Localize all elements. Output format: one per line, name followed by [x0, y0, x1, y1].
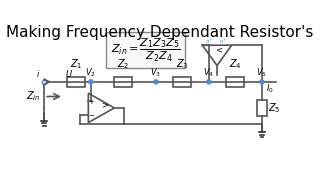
Bar	[257, 100, 267, 116]
Polygon shape	[88, 93, 114, 123]
Text: $I_0$: $I_0$	[266, 82, 274, 95]
Polygon shape	[202, 45, 232, 66]
Text: $V_4$: $V_4$	[203, 66, 214, 79]
Text: $Z_1$: $Z_1$	[70, 57, 82, 71]
Text: $V_3$: $V_3$	[150, 66, 162, 79]
Text: $Z_2$: $Z_2$	[117, 57, 130, 71]
Text: $V_5$: $V_5$	[256, 66, 267, 79]
Text: $Z_4$: $Z_4$	[229, 57, 242, 71]
Text: $Z_5$: $Z_5$	[268, 101, 281, 115]
Bar	[114, 77, 132, 87]
Circle shape	[154, 80, 158, 84]
Text: $<$: $<$	[214, 46, 223, 55]
Text: $i$: $i$	[36, 68, 40, 79]
Text: $o^{+}$: $o^{+}$	[219, 37, 228, 46]
Text: $-$: $-$	[88, 111, 95, 117]
Bar	[67, 77, 85, 87]
Bar	[173, 77, 191, 87]
Text: $Z_{in}$: $Z_{in}$	[27, 90, 41, 104]
Text: $o^{+}$: $o^{+}$	[205, 37, 213, 46]
Text: $V_2$: $V_2$	[85, 66, 96, 79]
Text: Making Frequency Dependant Resistor's: Making Frequency Dependant Resistor's	[6, 25, 314, 40]
Text: $U$: $U$	[65, 68, 73, 79]
Circle shape	[207, 80, 211, 84]
Circle shape	[89, 80, 93, 84]
FancyBboxPatch shape	[106, 32, 185, 68]
Circle shape	[260, 80, 264, 84]
Text: $+$: $+$	[88, 97, 95, 106]
Text: $Z_{in} = \dfrac{Z_1 Z_3 Z_5}{Z_2 Z_4}$: $Z_{in} = \dfrac{Z_1 Z_3 Z_5}{Z_2 Z_4}$	[111, 37, 180, 64]
Text: $Z_3$: $Z_3$	[176, 57, 189, 71]
Bar	[226, 77, 244, 87]
Text: $>$: $>$	[100, 102, 109, 111]
